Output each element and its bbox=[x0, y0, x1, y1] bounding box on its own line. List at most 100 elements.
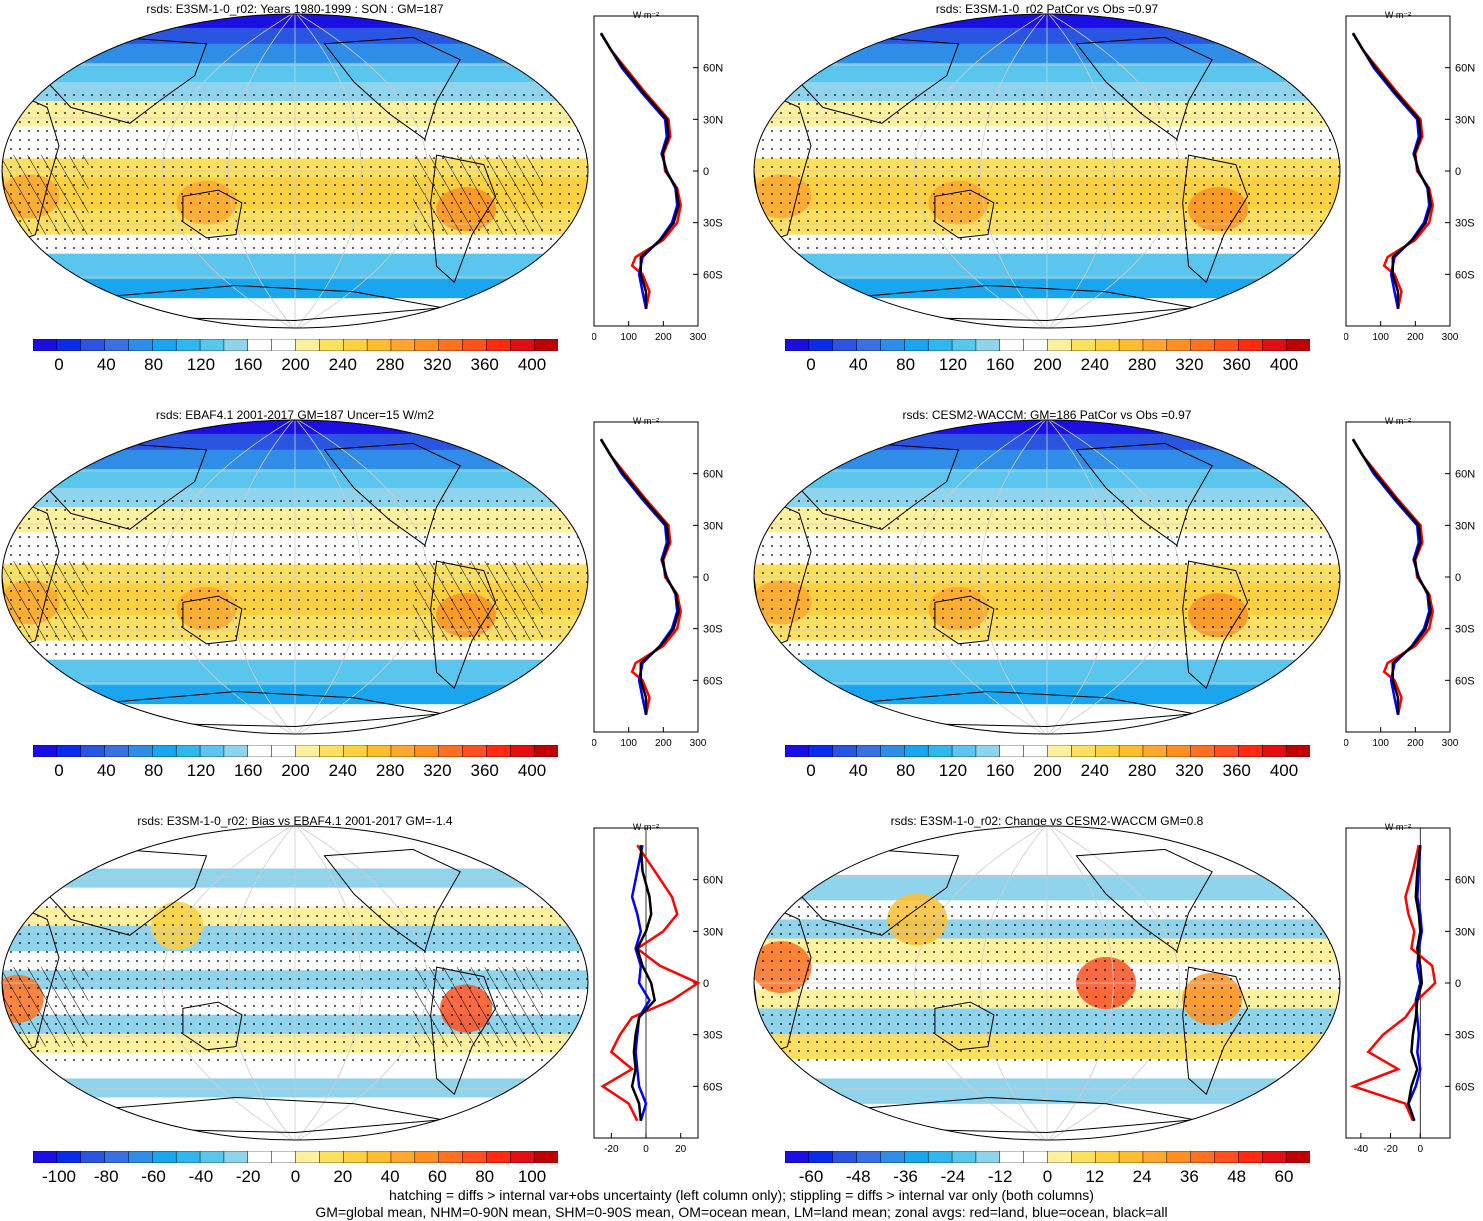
zonal-x-tick-label: 300 bbox=[690, 332, 707, 343]
coastline bbox=[1075, 848, 1213, 953]
colorbar-swatch bbox=[1094, 1151, 1120, 1163]
coastline bbox=[934, 595, 995, 645]
colorbar-swatch bbox=[1071, 339, 1096, 351]
colorbar-tick-label: -48 bbox=[846, 1167, 871, 1186]
colorbar-swatch bbox=[152, 1151, 177, 1163]
lat-tick-label: 30N bbox=[703, 520, 723, 532]
colorbar-swatch bbox=[271, 1151, 297, 1163]
zonal-unit-label: W m⁻² bbox=[633, 10, 659, 20]
colorbar-swatch bbox=[1214, 1151, 1239, 1163]
coastline bbox=[34, 848, 208, 936]
colorbar-tick-label: 40 bbox=[96, 355, 116, 374]
colorbar-swatch bbox=[199, 1151, 225, 1163]
lat-tick-label: 60S bbox=[1455, 675, 1475, 687]
colorbar-tick-label: 120 bbox=[938, 761, 968, 780]
lat-tick-label: 60N bbox=[703, 469, 723, 481]
colorbar-swatch bbox=[856, 1151, 882, 1163]
panel-p4: rsds: CESM2-WACCM: GM=186 PatCor vs Obs … bbox=[752, 406, 1483, 796]
coastline bbox=[182, 189, 243, 239]
lat-tick-label: 60N bbox=[1455, 875, 1475, 887]
colorbar-swatch bbox=[414, 1151, 440, 1163]
zonal-curve-land bbox=[1349, 844, 1437, 1122]
colorbar-swatch bbox=[1238, 339, 1263, 351]
panel-title: rsds: E3SM-1-0_r02: Change vs CESM2-WACC… bbox=[890, 814, 1204, 828]
colorbar-tick-label: 160 bbox=[234, 761, 263, 780]
colorbar-ticks: -100 -80 -60 -40 -20 0 20 40 60 80 100 bbox=[33, 1167, 558, 1189]
colorbar-swatch bbox=[33, 1151, 58, 1163]
colorbar-tick-label: 80 bbox=[896, 761, 916, 780]
colorbar-tick-label: 40 bbox=[96, 761, 116, 780]
lat-tick-label: 0 bbox=[703, 572, 709, 584]
colorbar-swatch bbox=[1142, 745, 1168, 757]
colorbar-swatch bbox=[438, 339, 464, 351]
colorbar-swatch bbox=[1166, 1151, 1192, 1163]
colorbar-tick-label: -24 bbox=[940, 1167, 966, 1186]
colorbar-tick-label: 200 bbox=[281, 355, 310, 374]
colorbar-swatch bbox=[247, 1151, 273, 1163]
colorbar-tick-label: -60 bbox=[141, 1167, 166, 1186]
colorbar-swatch bbox=[975, 745, 1001, 757]
colorbar-tick-label: 320 bbox=[1175, 355, 1204, 374]
colorbar-swatch bbox=[486, 745, 511, 757]
colorbar-swatch bbox=[1071, 1151, 1096, 1163]
colorbar-swatch bbox=[56, 745, 82, 757]
colorbar-swatch bbox=[223, 339, 249, 351]
colorbar-swatch bbox=[33, 745, 58, 757]
coastline bbox=[754, 90, 812, 242]
colorbar-tick-label: 160 bbox=[986, 355, 1015, 374]
colorbar-swatch bbox=[951, 339, 977, 351]
lat-tick-label: 30N bbox=[1455, 114, 1475, 126]
colorbar-tick-label: 0 bbox=[806, 355, 816, 374]
colorbar-swatch bbox=[1118, 745, 1144, 757]
colorbar-tick-label: -60 bbox=[798, 1167, 824, 1186]
colorbar-swatch bbox=[785, 339, 810, 351]
colorbar-swatch bbox=[951, 1151, 977, 1163]
colorbar-swatch bbox=[56, 339, 82, 351]
colorbar-tick-label: 80 bbox=[144, 761, 164, 780]
panel-p1: rsds: E3SM-1-0_r02: Years 1980-1999 : SO… bbox=[0, 0, 735, 390]
coastline bbox=[323, 848, 461, 953]
zonal-x-tick-label: 0 bbox=[1344, 332, 1349, 343]
colorbar-swatch bbox=[999, 339, 1025, 351]
colorbar-swatch bbox=[342, 339, 368, 351]
zonal-curve-land bbox=[600, 844, 701, 1122]
zonal-x-tick-label: 200 bbox=[1407, 332, 1424, 343]
colorbar bbox=[785, 1151, 1310, 1163]
lat-tick-label: 0 bbox=[1455, 166, 1461, 178]
panel-title: rsds: E3SM-1-0_r02: Years 1980-1999 : SO… bbox=[146, 2, 444, 16]
colorbar-tick-label: 160 bbox=[986, 761, 1015, 780]
colorbar-tick-label: 280 bbox=[1127, 355, 1157, 374]
colorbar bbox=[785, 745, 1310, 757]
colorbar-swatch bbox=[390, 1151, 416, 1163]
colorbar-tick-label: 160 bbox=[234, 355, 263, 374]
map-robinson bbox=[1, 13, 589, 329]
lat-tick-label: 30N bbox=[703, 114, 723, 126]
colorbar-swatch bbox=[1285, 745, 1310, 757]
colorbar-tick-label: 0 bbox=[806, 761, 816, 780]
colorbar-swatch bbox=[390, 339, 416, 351]
zonal-curve-ocean bbox=[1407, 845, 1424, 1122]
colorbar-swatch bbox=[1142, 1151, 1168, 1163]
colorbar-tick-label: 360 bbox=[470, 355, 499, 374]
colorbar-tick-label: 360 bbox=[1222, 355, 1251, 374]
colorbar-swatch bbox=[128, 339, 153, 351]
colorbar-swatch bbox=[342, 745, 368, 757]
colorbar-swatch bbox=[533, 339, 558, 351]
zonal-x-tick-label: 300 bbox=[1442, 332, 1459, 343]
colorbar-tick-label: -20 bbox=[235, 1167, 261, 1186]
hatching bbox=[2, 155, 89, 235]
lat-tick-label: 30N bbox=[1455, 926, 1475, 938]
map-robinson bbox=[753, 13, 1341, 329]
colorbar-swatch bbox=[1023, 339, 1049, 351]
colorbar-swatch bbox=[295, 745, 320, 757]
colorbar-tick-label: 80 bbox=[896, 355, 916, 374]
colorbar-swatch bbox=[1094, 339, 1120, 351]
colorbar-swatch bbox=[1214, 745, 1239, 757]
coastline bbox=[1182, 154, 1249, 284]
colorbar-swatch bbox=[366, 339, 392, 351]
colorbar-swatch bbox=[1285, 1151, 1310, 1163]
colorbar-tick-label: 240 bbox=[328, 761, 357, 780]
zonal-x-tick-label: 0 bbox=[643, 1144, 649, 1155]
panel-title: rsds: E3SM-1-0_r02: Bias vs EBAF4.1 2001… bbox=[137, 814, 453, 828]
colorbar bbox=[33, 339, 558, 351]
